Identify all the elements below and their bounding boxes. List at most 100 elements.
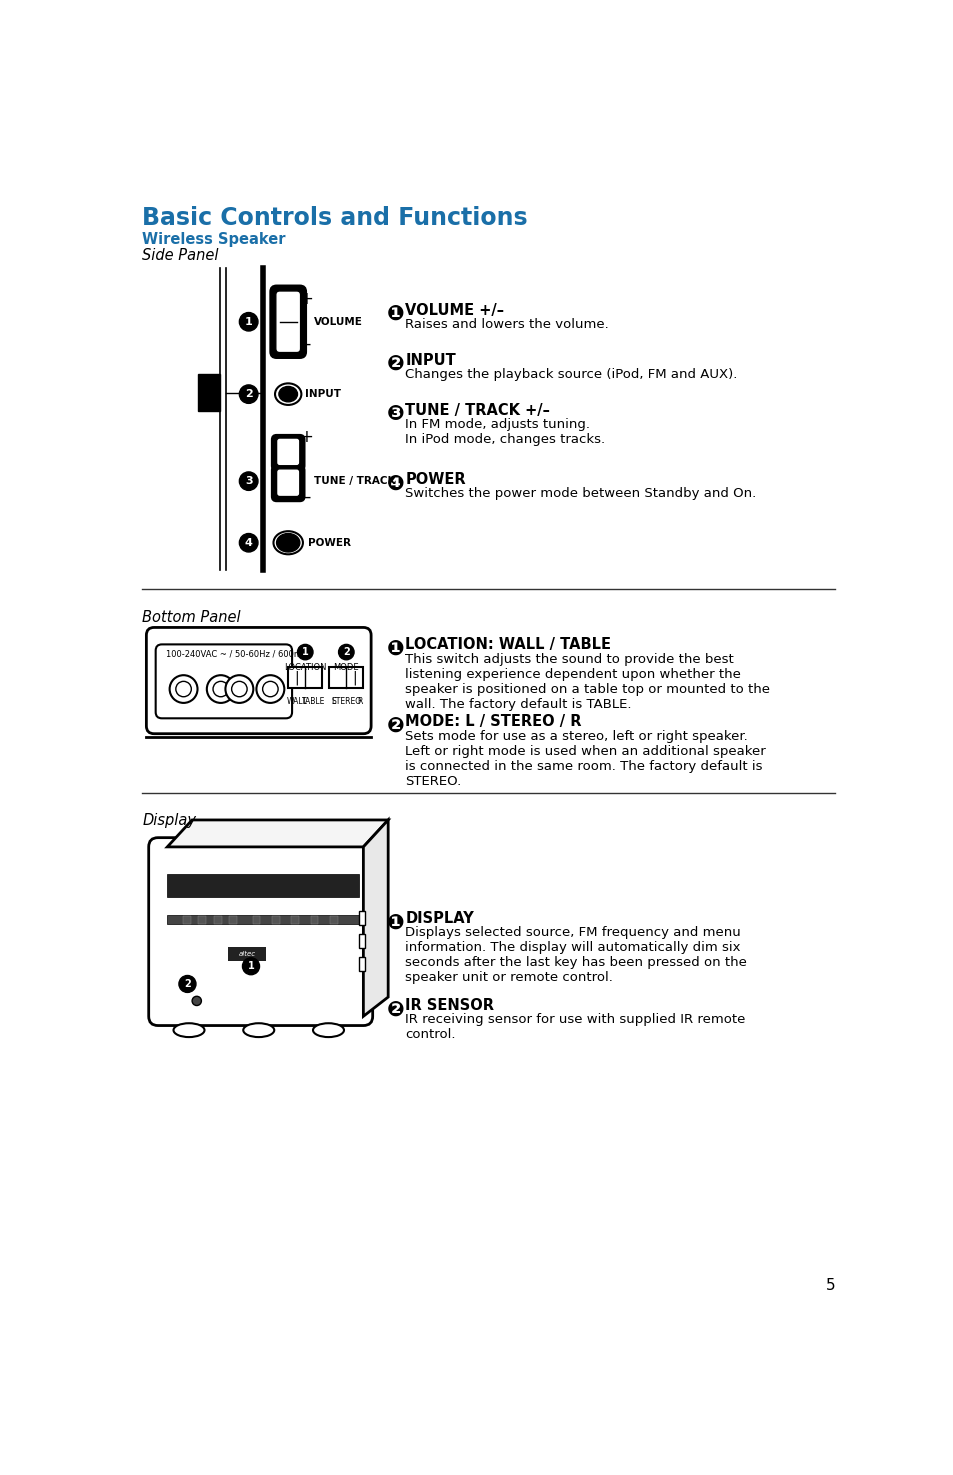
Text: –: – — [301, 335, 310, 353]
Text: Raises and lowers the volume.: Raises and lowers the volume. — [405, 319, 608, 330]
Text: Changes the playback source (iPod, FM and AUX).: Changes the playback source (iPod, FM an… — [405, 367, 737, 381]
Text: 5: 5 — [825, 1279, 835, 1294]
Text: 100-240VAC ~ / 50-60Hz / 600mA: 100-240VAC ~ / 50-60Hz / 600mA — [166, 649, 307, 658]
Text: Side Panel: Side Panel — [142, 248, 219, 263]
Text: IR SENSOR: IR SENSOR — [405, 997, 494, 1013]
Text: –: – — [301, 488, 310, 506]
Bar — [253, 916, 260, 923]
FancyBboxPatch shape — [276, 469, 299, 497]
Text: POWER: POWER — [307, 538, 350, 547]
Text: MODE: L / STEREO / R: MODE: L / STEREO / R — [405, 714, 581, 730]
Text: Bottom Panel: Bottom Panel — [142, 609, 241, 625]
Text: Display: Display — [142, 813, 196, 827]
FancyBboxPatch shape — [272, 466, 304, 502]
Text: ❶: ❶ — [386, 304, 404, 324]
FancyBboxPatch shape — [155, 645, 292, 718]
Text: ❶: ❶ — [386, 639, 404, 659]
Ellipse shape — [313, 1024, 344, 1037]
Text: 3: 3 — [245, 476, 253, 487]
Circle shape — [239, 385, 257, 403]
Bar — [183, 916, 191, 923]
Polygon shape — [363, 820, 388, 1016]
Text: VOLUME +/–: VOLUME +/– — [405, 302, 504, 317]
FancyBboxPatch shape — [272, 435, 304, 471]
Bar — [358, 910, 365, 925]
Circle shape — [175, 681, 192, 696]
Text: DISPLAY: DISPLAY — [405, 910, 474, 926]
Text: 2: 2 — [184, 979, 191, 988]
Text: Basic Controls and Functions: Basic Controls and Functions — [142, 207, 528, 230]
Text: In FM mode, adjusts tuning.
In iPod mode, changes tracks.: In FM mode, adjusts tuning. In iPod mode… — [405, 417, 605, 445]
Circle shape — [256, 676, 284, 704]
Text: ❸: ❸ — [386, 404, 404, 425]
Bar — [288, 668, 322, 687]
Text: L: L — [331, 696, 335, 705]
Text: LOCATION: LOCATION — [284, 662, 326, 673]
Circle shape — [297, 645, 313, 659]
Bar — [167, 914, 358, 923]
Text: ❷: ❷ — [386, 354, 404, 375]
Circle shape — [213, 681, 229, 696]
Bar — [198, 916, 206, 923]
Ellipse shape — [276, 534, 299, 552]
Text: altec: altec — [238, 951, 255, 957]
Text: LOCATION: WALL / TABLE: LOCATION: WALL / TABLE — [405, 637, 611, 652]
Ellipse shape — [243, 1024, 274, 1037]
FancyBboxPatch shape — [146, 627, 371, 733]
Text: 1: 1 — [301, 648, 309, 656]
FancyBboxPatch shape — [276, 438, 299, 466]
Bar — [358, 934, 365, 948]
Text: This switch adjusts the sound to provide the best
listening experience dependent: This switch adjusts the sound to provide… — [405, 653, 769, 711]
Text: WALL: WALL — [286, 696, 307, 705]
Circle shape — [207, 676, 234, 704]
Bar — [228, 947, 266, 960]
Text: STEREO: STEREO — [331, 696, 361, 705]
Text: TABLE: TABLE — [302, 696, 325, 705]
Text: TUNE / TRACK: TUNE / TRACK — [314, 476, 395, 487]
Circle shape — [232, 681, 247, 696]
Text: Displays selected source, FM frequency and menu
information. The display will au: Displays selected source, FM frequency a… — [405, 926, 746, 984]
Bar — [229, 916, 236, 923]
Text: +: + — [299, 428, 313, 447]
Bar — [198, 375, 220, 412]
Text: ❶: ❶ — [386, 913, 404, 932]
Text: Switches the power mode between Standby and On.: Switches the power mode between Standby … — [405, 487, 756, 500]
Text: +: + — [299, 291, 313, 308]
Text: ❷: ❷ — [386, 1000, 404, 1019]
Bar — [329, 668, 363, 687]
Circle shape — [338, 645, 354, 659]
Circle shape — [242, 957, 259, 975]
Text: 2: 2 — [245, 389, 253, 400]
Bar — [167, 873, 358, 897]
Text: ❹: ❹ — [386, 473, 404, 494]
Text: 1: 1 — [248, 962, 254, 971]
Text: IR receiving sensor for use with supplied IR remote
control.: IR receiving sensor for use with supplie… — [405, 1013, 745, 1041]
FancyBboxPatch shape — [275, 291, 300, 353]
Circle shape — [239, 313, 257, 330]
Text: ❷: ❷ — [386, 715, 404, 736]
Text: Wireless Speaker: Wireless Speaker — [142, 233, 286, 248]
Text: VOLUME: VOLUME — [314, 317, 362, 327]
Circle shape — [192, 996, 201, 1006]
Text: 4: 4 — [245, 538, 253, 547]
Bar — [358, 957, 365, 971]
Text: 1: 1 — [245, 317, 253, 327]
Text: MODE: MODE — [334, 662, 358, 673]
Text: TUNE / TRACK +/–: TUNE / TRACK +/– — [405, 403, 550, 417]
Bar — [311, 916, 318, 923]
Circle shape — [239, 534, 257, 552]
Text: R: R — [357, 696, 362, 705]
Text: |: | — [353, 670, 356, 684]
Bar — [213, 916, 221, 923]
Text: POWER: POWER — [405, 472, 465, 487]
Text: Sets mode for use as a stereo, left or right speaker.
Left or right mode is used: Sets mode for use as a stereo, left or r… — [405, 730, 765, 788]
FancyBboxPatch shape — [270, 286, 306, 358]
Bar — [291, 916, 298, 923]
Polygon shape — [167, 820, 388, 847]
FancyBboxPatch shape — [149, 838, 373, 1025]
Circle shape — [179, 975, 195, 993]
Text: |: | — [294, 670, 298, 684]
Bar — [272, 916, 279, 923]
Circle shape — [239, 472, 257, 490]
Text: 2: 2 — [342, 648, 350, 656]
